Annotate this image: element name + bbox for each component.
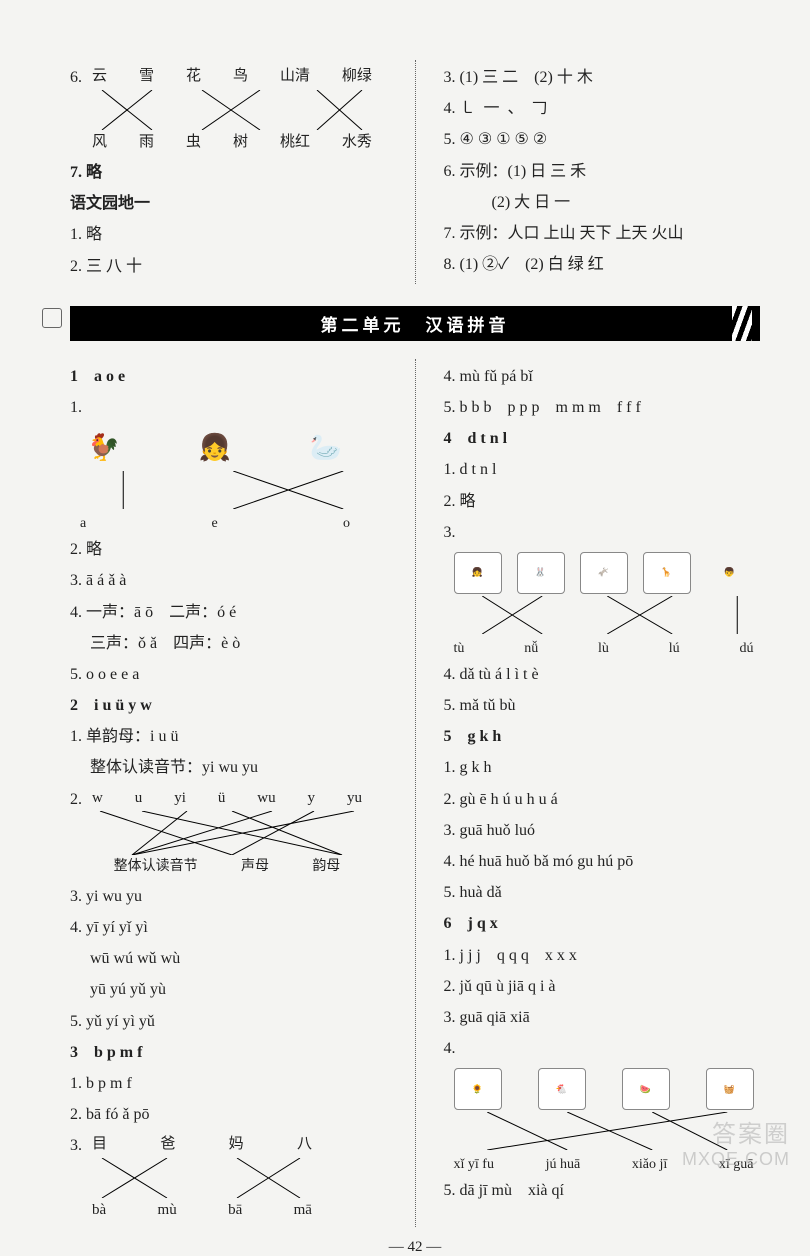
l21a: 1. 单韵母：i u ü: [70, 723, 387, 750]
q6-bot-labels: 风 雨 虫 树 桃红 水秀: [92, 130, 372, 156]
pic-goose: 🦢: [302, 427, 350, 469]
r4: 4. mù fǔ pá bǐ: [444, 363, 761, 390]
top-divider: [415, 60, 416, 284]
l-h3: 3 b p m f: [70, 1039, 387, 1066]
l24b: wū wú wǔ wù: [70, 945, 387, 972]
pic-donkey: 🫏: [580, 552, 628, 594]
r61: 1. j j j q q q x x x: [444, 942, 761, 969]
pic-watermelon: 🍉: [622, 1068, 670, 1110]
l22-bot: 整体认读音节 声母 韵母: [92, 855, 362, 879]
tr8: 8. (1) ②✓ (2) 白 绿 红: [444, 251, 761, 278]
main-section: 1 a o e 1. 🐓 👧 🦢 a e o: [70, 359, 760, 1228]
l1-graphic: 🐓 👧 🦢 a e o: [80, 427, 387, 532]
yw-l2: 2. 三 八 十: [70, 253, 387, 280]
top-right-col: 3. (1) 三 二 (2) 十 木 4. ㇄ 一 、 𠃌 5. ④ ③ ① ⑤…: [444, 60, 761, 284]
l31: 1. b p m f: [70, 1070, 387, 1097]
r55: 5. huà dǎ: [444, 879, 761, 906]
l2: 2. 略: [70, 536, 387, 563]
l25: 5. yǔ yí yì yǔ: [70, 1008, 387, 1035]
q6-cross: 云 雪 花 鸟 山清 柳绿: [92, 64, 372, 155]
q6-top-labels: 云 雪 花 鸟 山清 柳绿: [92, 64, 372, 90]
pic-chicken: 🐔: [538, 1068, 586, 1110]
tr4: 4. ㇄ 一 、 𠃌: [444, 95, 761, 122]
tr7: 7. 示例：人口 上山 天下 上天 火山: [444, 220, 761, 247]
q6-lines: [92, 90, 372, 130]
pic-flower: 🌻: [454, 1068, 502, 1110]
q6-num: 6.: [70, 69, 82, 86]
pic-wash: 🧺: [706, 1068, 754, 1110]
yuwen-heading: 语文园地一: [70, 190, 387, 217]
r52: 2. gù ē h ú u h u á: [444, 786, 761, 813]
tr6b: (2) 大 日 一: [444, 189, 761, 216]
r5: 5. b b b p p p m m m f f f: [444, 394, 761, 421]
r65: 5. dā jī mù xià qí: [444, 1177, 761, 1204]
watermark-en: MXQE.COM: [682, 1149, 790, 1170]
l4b: 三声：ǒ ǎ 四声：è ò: [70, 630, 387, 657]
r42: 2. 略: [444, 488, 761, 515]
pic-rooster: 🐓: [80, 427, 128, 469]
l32: 2. bā fó ǎ pō: [70, 1101, 387, 1128]
l24a: 4. yī yí yǐ yì: [70, 914, 387, 941]
top-left-col: 6. 云 雪 花 鸟 山清 柳绿: [70, 60, 387, 284]
l33-bot: bà mù bā mā: [92, 1198, 312, 1224]
unit-banner: 第二单元 汉语拼音: [70, 306, 760, 341]
q6: 6. 云 雪 花 鸟 山清 柳绿: [70, 64, 387, 155]
r-h5: 5 g k h: [444, 723, 761, 750]
l3: 3. ā á ǎ à: [70, 567, 387, 594]
r62: 2. jǔ qū ù jiā q i à: [444, 973, 761, 1000]
yw-l1: 1. 略: [70, 221, 387, 248]
l1-num: 1.: [70, 399, 82, 416]
l33-lines: [92, 1158, 312, 1198]
l33: 3. 目 爸 妈 八 bà: [70, 1132, 387, 1223]
r43-lines: [454, 596, 761, 634]
r54: 4. hé huā huǒ bǎ mó gu hú pō: [444, 848, 761, 875]
r-h4: 4 d t n l: [444, 425, 761, 452]
tr5: 5. ④ ③ ① ⑤ ②: [444, 126, 761, 153]
l21b: 整体认读音节：yi wu yu: [70, 754, 387, 781]
l24c: yū yú yǔ yù: [70, 976, 387, 1003]
left-col: 1 a o e 1. 🐓 👧 🦢 a e o: [70, 359, 387, 1228]
r63: 3. guā qiā xiā: [444, 1004, 761, 1031]
right-col: 4. mù fǔ pá bǐ 5. b b b p p p m m m f f …: [444, 359, 761, 1228]
l22: 2. w u yi ü wu y yu: [70, 786, 387, 879]
r-h6: 6 j q x: [444, 910, 761, 937]
r43-graphic: 👧 🐰 🫏 🦒 👦 tù nǚ lù lú: [454, 552, 761, 657]
l1-lines: [80, 471, 387, 509]
r64num: 4.: [444, 1035, 761, 1062]
pic-rabbit: 🐰: [517, 552, 565, 594]
q7: 7. 略: [70, 159, 387, 186]
watermark: 答案圈 MXQE.COM: [682, 1114, 790, 1170]
pic-girl2: 👧: [454, 552, 502, 594]
page-number: — 42 —: [70, 1239, 760, 1256]
r51: 1. g k h: [444, 754, 761, 781]
l1: 1.: [70, 394, 387, 421]
pic-girl: 👧: [191, 427, 239, 469]
tr3: 3. (1) 三 二 (2) 十 木: [444, 64, 761, 91]
l-h1: 1 a o e: [70, 363, 387, 390]
l23: 3. yi wu yu: [70, 883, 387, 910]
l5: 5. o o e e a: [70, 661, 387, 688]
top-section: 6. 云 雪 花 鸟 山清 柳绿: [70, 60, 760, 284]
main-divider: [415, 359, 416, 1228]
r53: 3. guā huǒ luó: [444, 817, 761, 844]
r45: 5. mǎ tǔ bù: [444, 692, 761, 719]
r43num: 3.: [444, 519, 761, 546]
pic-deer: 🦒: [643, 552, 691, 594]
l33-top: 目 爸 妈 八: [92, 1132, 312, 1158]
l22-lines: [92, 811, 362, 855]
l4a: 4. 一声：ā ō 二声：ó é: [70, 599, 387, 626]
r41: 1. d t n l: [444, 456, 761, 483]
pic-reader: 👦: [706, 552, 754, 594]
l-h2: 2 i u ü y w: [70, 692, 387, 719]
r44: 4. dǎ tù á l ì t è: [444, 661, 761, 688]
tr6a: 6. 示例：(1) 日 三 禾: [444, 158, 761, 185]
l22-top: w u yi ü wu y yu: [92, 786, 362, 812]
watermark-cn: 答案圈: [682, 1114, 790, 1149]
